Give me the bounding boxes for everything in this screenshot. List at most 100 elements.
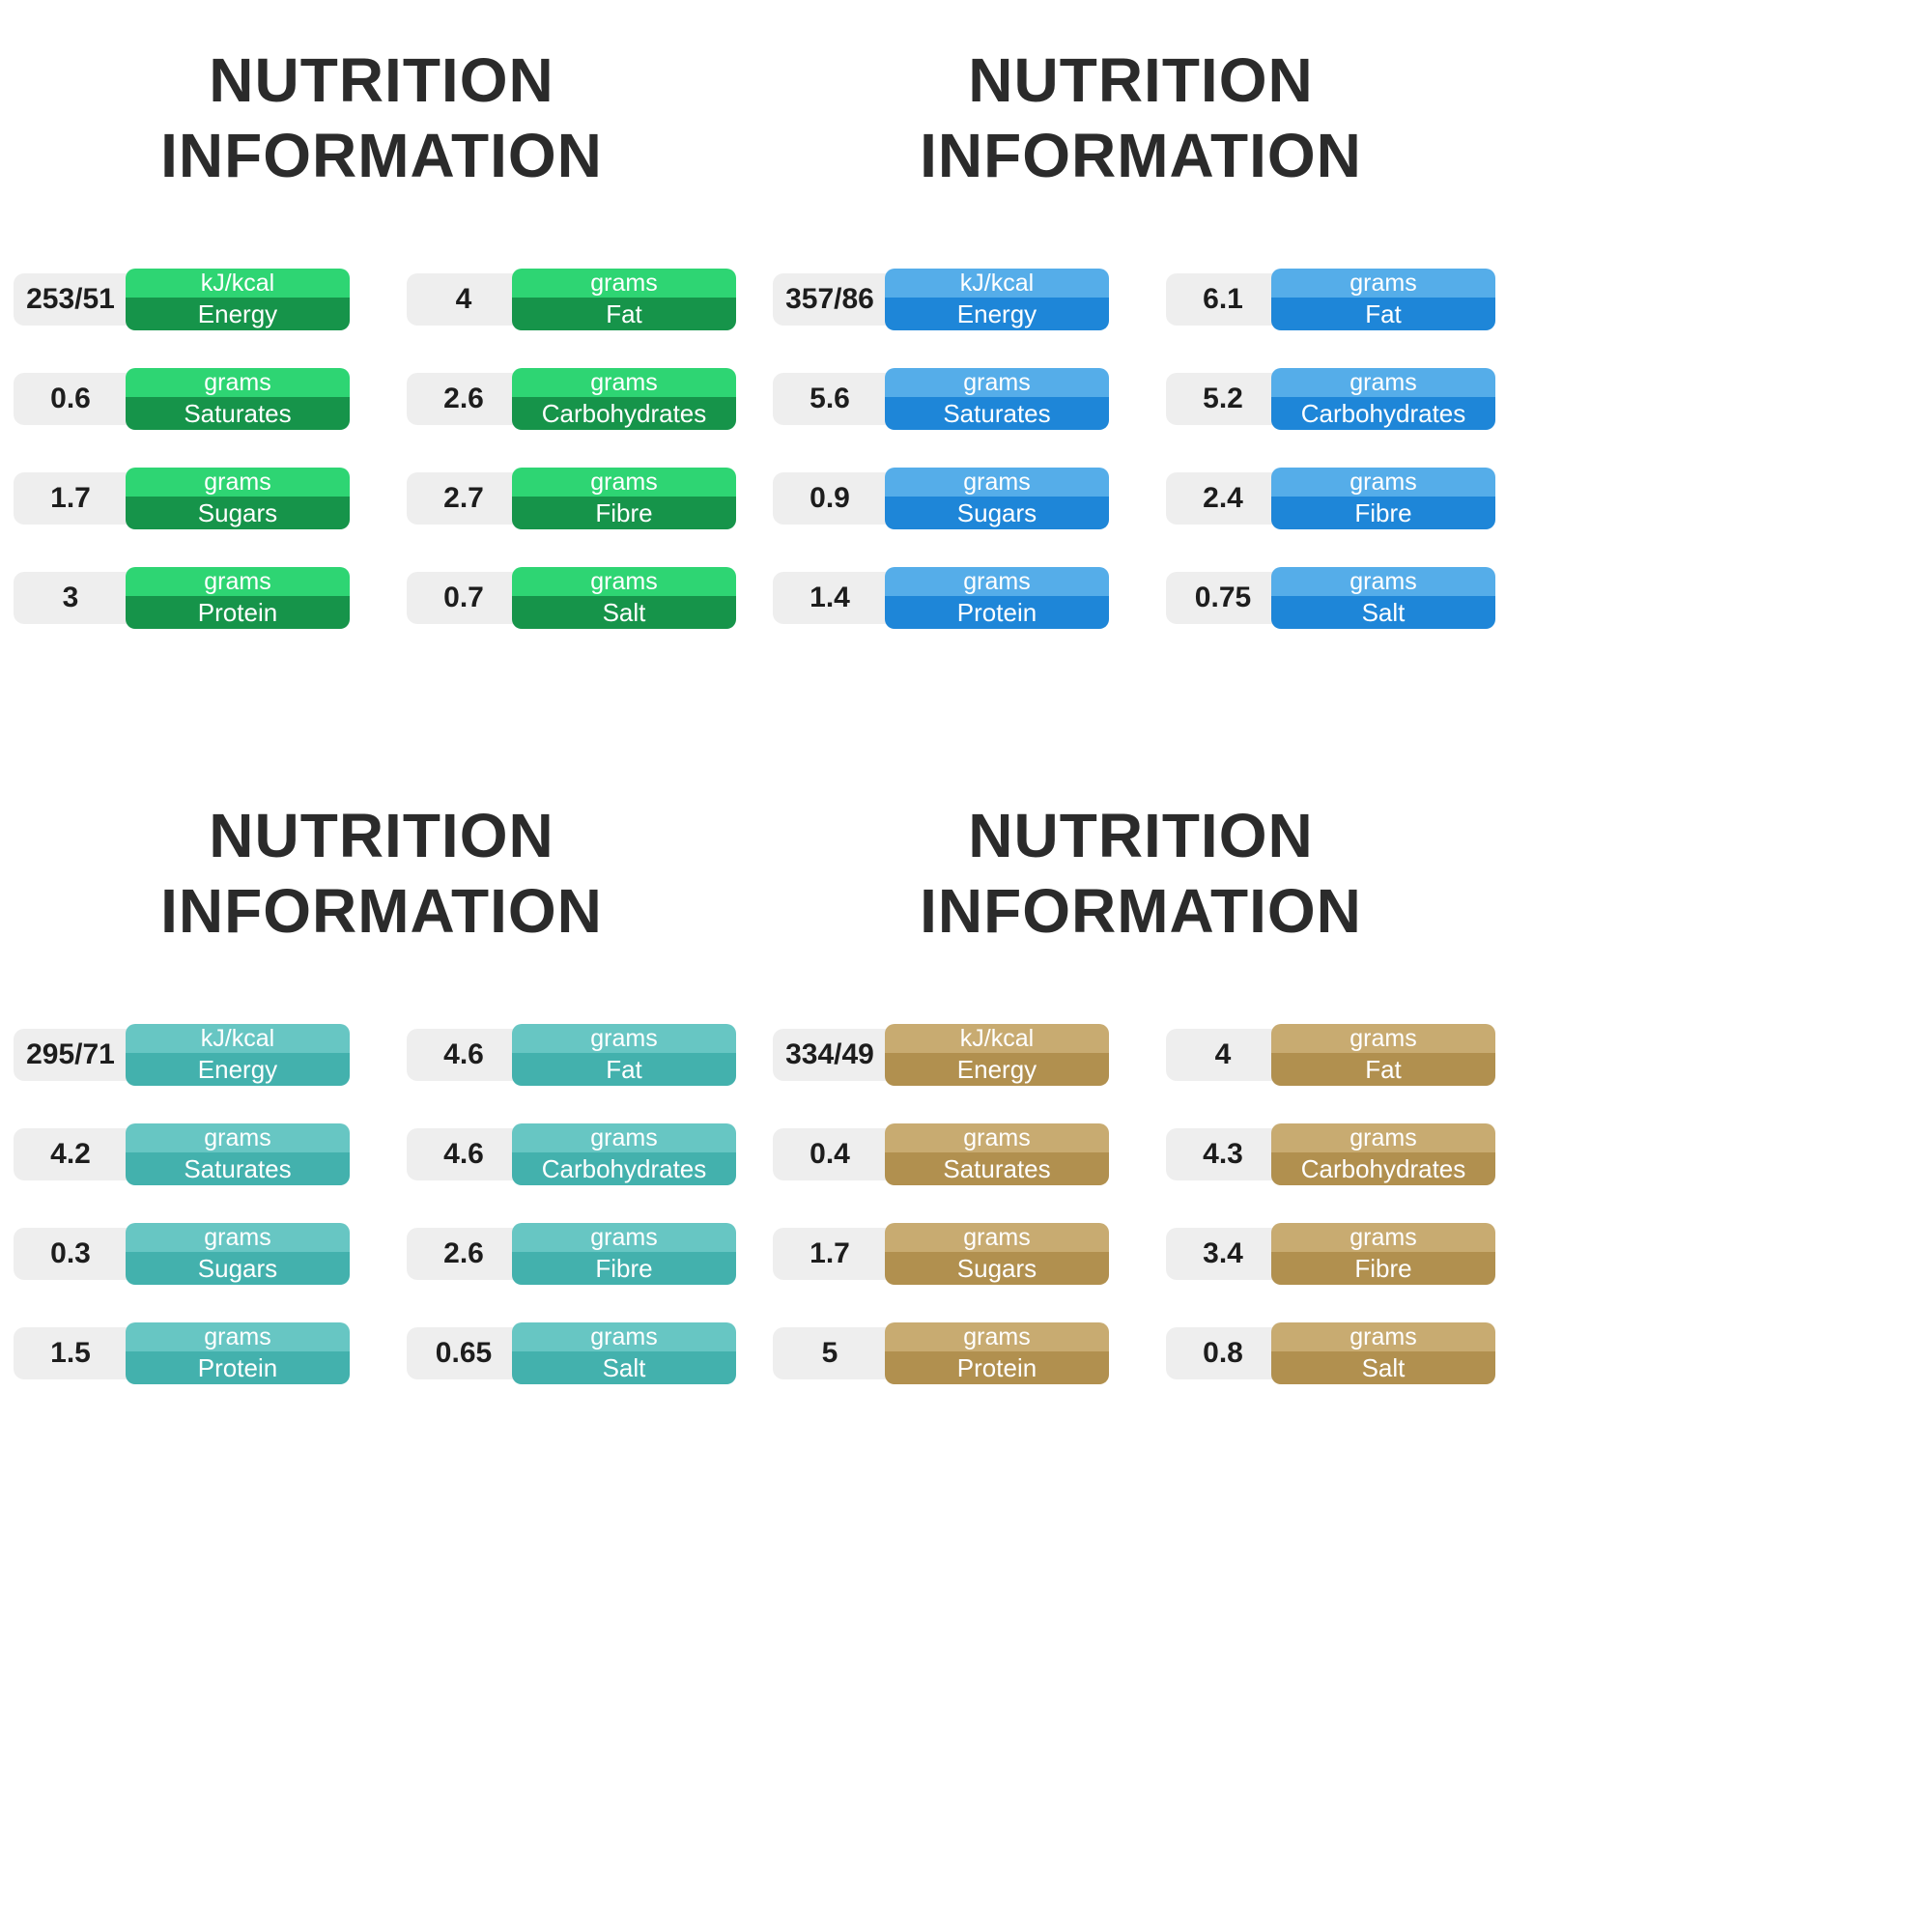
nutrient-label: Saturates: [885, 1152, 1109, 1186]
nutrient-unit: grams: [512, 1024, 736, 1054]
nutrient-tag: grams Fat: [1271, 269, 1495, 331]
badge-grid: 334/49 kJ/kcal Energy 4 grams Fat 0.4 gram…: [773, 1024, 1509, 1385]
nutrient-label: Sugars: [126, 497, 350, 530]
nutrient-label: Energy: [126, 1053, 350, 1087]
badge-carbohydrates: 4.3 grams Carbohydrates: [1166, 1123, 1495, 1186]
nutrient-unit: grams: [126, 1322, 350, 1352]
badge-protein: 5 grams Protein: [773, 1322, 1109, 1385]
badge-saturates: 4.2 grams Saturates: [14, 1123, 350, 1186]
nutrient-value: 4.6: [443, 1138, 484, 1171]
badge-sugars: 1.7 grams Sugars: [773, 1223, 1109, 1286]
nutrition-panel-blue: NUTRITION INFORMATION 357/86 kJ/kcal Ener…: [773, 43, 1509, 630]
nutrient-label: Protein: [126, 596, 350, 630]
nutrient-label: Salt: [1271, 1351, 1495, 1385]
nutrient-unit: grams: [512, 368, 736, 398]
nutrient-label: Energy: [126, 298, 350, 331]
nutrient-tag: grams Carbohydrates: [1271, 368, 1495, 431]
nutrient-value: 4: [1214, 1038, 1232, 1071]
nutrient-unit: grams: [1271, 1123, 1495, 1153]
nutrient-label: Fibre: [1271, 1252, 1495, 1286]
nutrient-tag: grams Fibre: [1271, 468, 1495, 530]
nutrient-unit: kJ/kcal: [126, 269, 350, 298]
nutrient-label: Saturates: [126, 1152, 350, 1186]
badge-fat: 4 grams Fat: [1166, 1024, 1495, 1087]
nutrient-label: Salt: [1271, 596, 1495, 630]
nutrient-unit: grams: [126, 468, 350, 497]
nutrient-tag: grams Salt: [512, 1322, 736, 1385]
badge-fibre: 2.7 grams Fibre: [407, 468, 736, 530]
nutrient-value: 0.9: [810, 482, 850, 515]
nutrient-unit: grams: [126, 1223, 350, 1253]
nutrient-value: 2.6: [443, 1237, 484, 1270]
badge-salt: 0.7 grams Salt: [407, 567, 736, 630]
nutrient-unit: grams: [512, 468, 736, 497]
badge-protein: 1.5 grams Protein: [14, 1322, 350, 1385]
panel-title-line2: INFORMATION: [160, 876, 603, 947]
nutrient-tag: grams Fat: [512, 269, 736, 331]
nutrient-unit: grams: [1271, 567, 1495, 597]
nutrient-tag: kJ/kcal Energy: [885, 269, 1109, 331]
badge-fat: 6.1 grams Fat: [1166, 269, 1495, 331]
nutrient-unit: grams: [885, 1223, 1109, 1253]
nutrient-tag: grams Salt: [1271, 567, 1495, 630]
nutrient-tag: grams Carbohydrates: [512, 1123, 736, 1186]
nutrient-unit: grams: [1271, 269, 1495, 298]
nutrient-value: 4.2: [50, 1138, 91, 1171]
nutrient-tag: grams Sugars: [126, 468, 350, 530]
badge-saturates: 0.4 grams Saturates: [773, 1123, 1109, 1186]
badge-energy: 357/86 kJ/kcal Energy: [773, 269, 1109, 331]
nutrient-unit: kJ/kcal: [885, 269, 1109, 298]
nutrient-label: Protein: [885, 596, 1109, 630]
badge-grid: 295/71 kJ/kcal Energy 4.6 grams Fat 4.2 gr…: [14, 1024, 750, 1385]
nutrient-value: 4.3: [1203, 1138, 1243, 1171]
badge-energy: 334/49 kJ/kcal Energy: [773, 1024, 1109, 1087]
badge-fat: 4 grams Fat: [407, 269, 736, 331]
panel-title-line2: INFORMATION: [160, 121, 603, 191]
nutrient-tag: grams Sugars: [126, 1223, 350, 1286]
nutrient-value: 6.1: [1203, 283, 1243, 316]
nutrient-value: 2.4: [1203, 482, 1243, 515]
nutrient-label: Energy: [885, 298, 1109, 331]
nutrient-tag: grams Saturates: [885, 368, 1109, 431]
nutrient-value: 334/49: [785, 1038, 874, 1071]
nutrient-tag: grams Fat: [1271, 1024, 1495, 1087]
badge-sugars: 1.7 grams Sugars: [14, 468, 350, 530]
badge-fibre: 2.4 grams Fibre: [1166, 468, 1495, 530]
nutrient-label: Fibre: [512, 1252, 736, 1286]
nutrient-value: 5.2: [1203, 383, 1243, 415]
nutrient-label: Fat: [512, 298, 736, 331]
nutrient-value: 0.3: [50, 1237, 91, 1270]
badge-grid: 357/86 kJ/kcal Energy 6.1 grams Fat 5.6 gr…: [773, 269, 1509, 630]
nutrient-label: Salt: [512, 1351, 736, 1385]
badge-carbohydrates: 4.6 grams Carbohydrates: [407, 1123, 736, 1186]
nutrient-value: 2.7: [443, 482, 484, 515]
nutrient-tag: grams Fibre: [512, 1223, 736, 1286]
nutrient-unit: grams: [885, 1123, 1109, 1153]
nutrition-panel-tan: NUTRITION INFORMATION 334/49 kJ/kcal Ener…: [773, 798, 1509, 1385]
nutrient-tag: grams Carbohydrates: [512, 368, 736, 431]
badge-salt: 0.65 grams Salt: [407, 1322, 736, 1385]
nutrient-label: Salt: [512, 596, 736, 630]
nutrient-value: 0.75: [1194, 582, 1252, 614]
nutrient-label: Fat: [1271, 1053, 1495, 1087]
nutrient-value: 1.5: [50, 1337, 91, 1370]
nutrient-label: Fat: [512, 1053, 736, 1087]
nutrient-unit: grams: [126, 368, 350, 398]
badge-energy: 253/51 kJ/kcal Energy: [14, 269, 350, 331]
nutrient-unit: kJ/kcal: [126, 1024, 350, 1054]
nutrient-unit: grams: [1271, 468, 1495, 497]
panel-title: NUTRITION INFORMATION: [14, 798, 750, 949]
panel-title: NUTRITION INFORMATION: [773, 43, 1509, 193]
badge-fat: 4.6 grams Fat: [407, 1024, 736, 1087]
nutrient-value: 5: [821, 1337, 838, 1370]
nutrient-value: 1.7: [50, 482, 91, 515]
nutrient-label: Sugars: [126, 1252, 350, 1286]
badge-protein: 3 grams Protein: [14, 567, 350, 630]
nutrient-unit: grams: [512, 1322, 736, 1352]
nutrient-value: 2.6: [443, 383, 484, 415]
nutrient-label: Carbohydrates: [1271, 397, 1495, 431]
nutrient-unit: grams: [1271, 1223, 1495, 1253]
nutrient-value: 1.4: [810, 582, 850, 614]
nutrient-tag: grams Fat: [512, 1024, 736, 1087]
panel-title-line2: INFORMATION: [920, 121, 1362, 191]
